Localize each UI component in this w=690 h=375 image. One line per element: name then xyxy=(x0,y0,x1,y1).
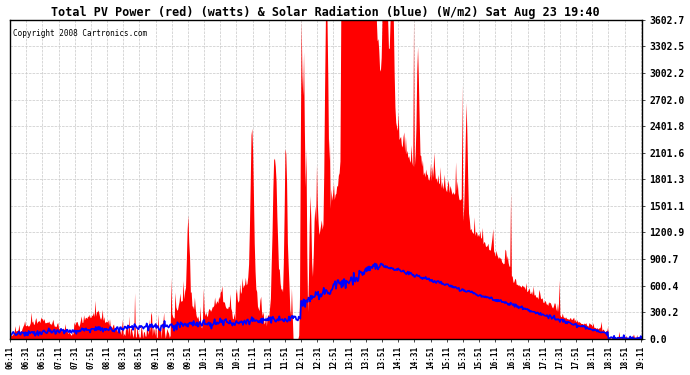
Text: Copyright 2008 Cartronics.com: Copyright 2008 Cartronics.com xyxy=(13,29,148,38)
Title: Total PV Power (red) (watts) & Solar Radiation (blue) (W/m2) Sat Aug 23 19:40: Total PV Power (red) (watts) & Solar Rad… xyxy=(52,6,600,19)
